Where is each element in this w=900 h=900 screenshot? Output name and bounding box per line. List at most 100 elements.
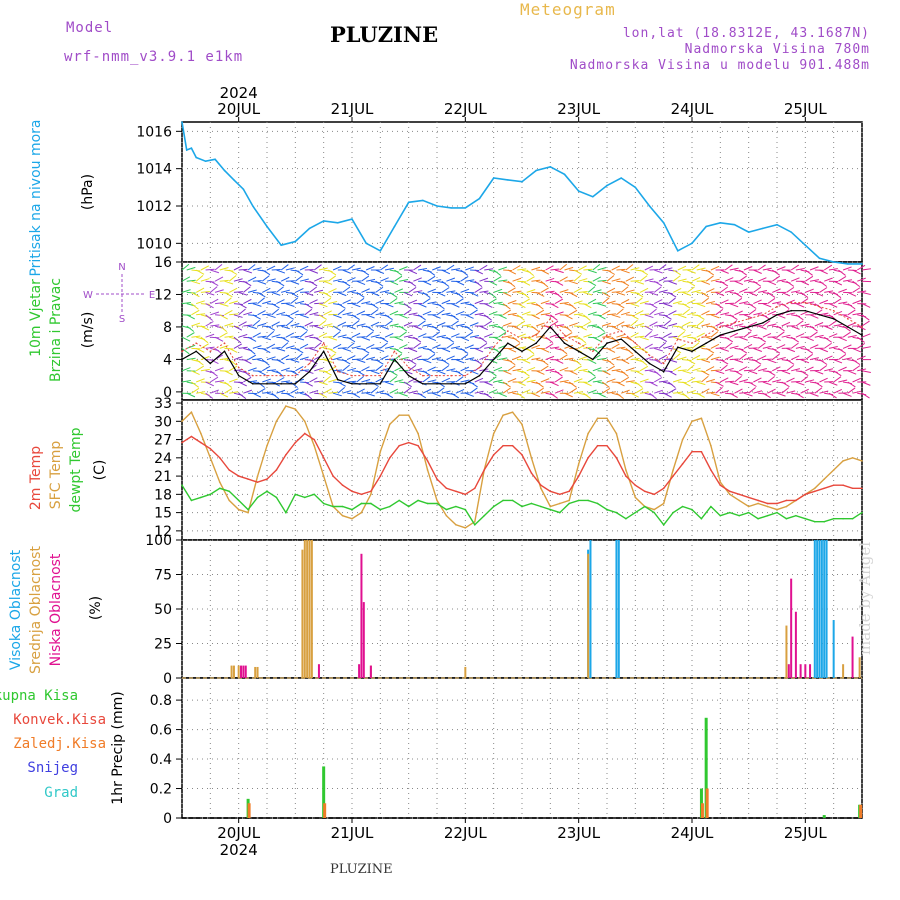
wind-barb — [644, 331, 652, 338]
wind-barb — [720, 364, 728, 372]
wind-barb — [427, 288, 437, 293]
wind-barb — [517, 303, 526, 308]
pressure-line-point — [577, 190, 580, 192]
2m-temp-line-point — [275, 469, 278, 471]
wind-barb — [658, 264, 667, 271]
wind-barb — [706, 391, 716, 394]
wind-barb — [252, 370, 262, 372]
wind-barb — [639, 391, 650, 394]
wind-barb — [767, 310, 776, 316]
wind-barb — [247, 325, 257, 330]
wind-barb — [672, 300, 682, 305]
sfc-temp-line-point — [625, 469, 627, 471]
sfc-temp-line-point — [757, 502, 759, 505]
wind-barb — [196, 325, 206, 328]
dewpt-temp-line-point — [313, 493, 316, 496]
wind-barb — [413, 325, 422, 330]
wind-axis-label-2: Brzina i Pravac — [48, 278, 64, 382]
2m-temp-line-point — [785, 499, 788, 502]
wind-barb — [389, 323, 399, 327]
wind-barb — [295, 313, 305, 316]
wind-barb — [729, 392, 738, 399]
wind-barb — [847, 303, 856, 310]
wind-barb — [658, 276, 668, 282]
wind-barb — [753, 359, 762, 365]
wind-barb — [309, 377, 318, 383]
wind-barb — [729, 358, 739, 361]
wind-barb — [266, 265, 276, 271]
wind-barb — [715, 303, 724, 309]
wind-barb — [616, 268, 626, 271]
wind-barb — [436, 334, 446, 338]
2m-temp-line-point — [530, 472, 533, 474]
wind-barb — [262, 378, 271, 383]
wind-barb — [347, 355, 356, 361]
sfc-temp-line-point — [549, 505, 552, 508]
wind-barb — [620, 370, 629, 377]
dewpt-temp-line-point — [492, 505, 495, 508]
wind-barb — [181, 263, 190, 271]
wind-barb — [474, 280, 483, 288]
wind-barb — [460, 288, 470, 293]
wind-barb — [512, 325, 521, 331]
wind-barb — [734, 310, 743, 316]
wind-barb — [300, 381, 310, 384]
temp-axis-label-dewpt: dewpt Temp — [68, 427, 84, 512]
sfc-temp-line-point — [502, 414, 504, 417]
wind-barb — [531, 266, 541, 271]
wind-barb — [455, 298, 464, 305]
wind-barb — [413, 368, 423, 372]
wind-barb — [772, 366, 781, 372]
wind-barb — [238, 280, 248, 283]
wind-barb — [290, 297, 299, 304]
wind-barb — [498, 357, 508, 361]
wind-barb — [436, 387, 445, 394]
wind-barb — [309, 324, 319, 327]
wind-barb — [186, 291, 196, 294]
wind-barb — [545, 277, 555, 282]
wind-barb — [687, 359, 696, 365]
pressure-line-point — [181, 121, 183, 123]
wind-barb — [210, 269, 220, 274]
wind-barb — [361, 269, 370, 276]
wind-gust-line-point — [634, 342, 637, 344]
wind-barb — [526, 354, 535, 361]
wind-barb — [488, 359, 498, 364]
wind-barb — [233, 303, 243, 306]
wind-barb — [224, 280, 234, 285]
wind-barb — [710, 314, 720, 319]
wind-barb — [285, 345, 295, 349]
wind-barb — [521, 324, 531, 327]
wind-barb — [521, 280, 531, 286]
x-tick-label-bottom: 24JUL — [671, 824, 714, 842]
wind-barb — [535, 381, 544, 388]
compass-e: E — [149, 290, 155, 301]
wind-barb — [644, 303, 654, 306]
x-tick-label-top: 24JUL — [671, 100, 714, 118]
2m-temp-line-point — [360, 493, 363, 496]
wind-barb — [332, 314, 342, 319]
wind-barb — [186, 357, 196, 361]
wind-barb — [573, 300, 583, 305]
wind-barb — [498, 392, 507, 398]
wind-barb — [611, 291, 621, 293]
wind-barb — [380, 392, 390, 395]
wind-barb — [408, 347, 418, 353]
2m-temp-line-point — [426, 460, 429, 462]
wind-barb — [361, 301, 371, 305]
wind-barb — [611, 336, 620, 344]
wind-barb — [861, 381, 871, 386]
wind-gust-line-point — [662, 362, 665, 365]
dewpt-temp-line-point — [502, 499, 504, 502]
wind-axis-label-1: 10m Vjetar — [28, 279, 44, 357]
dewpt-temp-line-point — [795, 514, 797, 517]
wind-barb — [214, 263, 223, 271]
wind-barb — [285, 370, 295, 373]
elevation-text: Nadmorska Visina 780m — [684, 42, 870, 57]
wind-gust-line-point — [379, 374, 382, 377]
wind-barb — [314, 276, 323, 282]
wind-barb — [715, 387, 723, 394]
wind-barb — [370, 334, 380, 338]
wind-barb — [285, 332, 295, 338]
wind-barb — [280, 264, 289, 271]
